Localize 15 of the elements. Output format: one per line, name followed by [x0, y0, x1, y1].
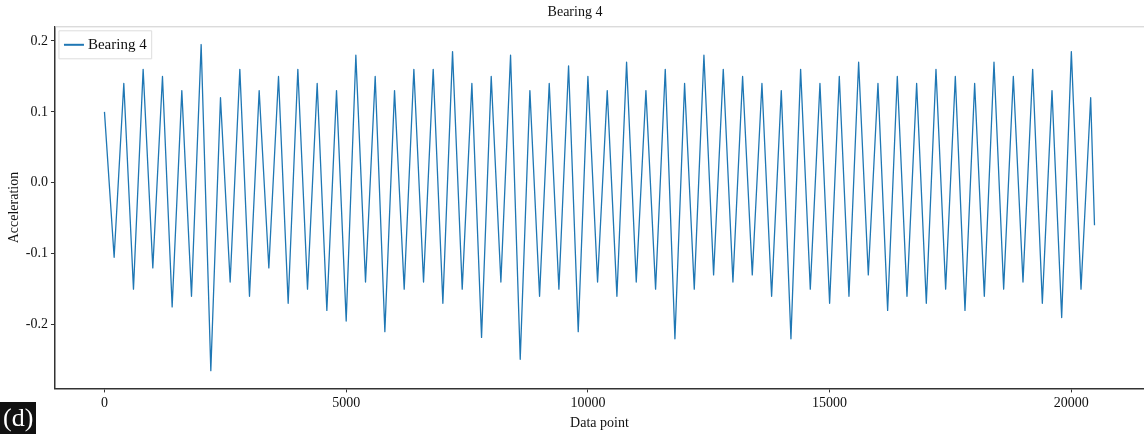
chart-title: Bearing 4	[547, 4, 603, 20]
x-tick-label: 15000	[812, 395, 848, 411]
x-tick-label: 20000	[1053, 395, 1089, 411]
x-tick-label: 0	[100, 395, 108, 411]
y-tick-label: 0.2	[30, 32, 48, 48]
y-tick-label: -0.1	[25, 245, 48, 261]
x-tick-label: 5000	[332, 395, 361, 411]
legend-label: Bearing 4	[87, 35, 148, 52]
x-axis-title: Data point	[570, 415, 629, 431]
text: (d)	[0, 402, 37, 434]
x-tick-label: 10000	[570, 395, 606, 411]
y-tick-label: 0.0	[30, 174, 48, 190]
y-tick-label: 0.1	[30, 103, 48, 119]
y-tick-label: -0.2	[25, 316, 48, 332]
y-axis-title: Acceleration	[6, 171, 22, 244]
